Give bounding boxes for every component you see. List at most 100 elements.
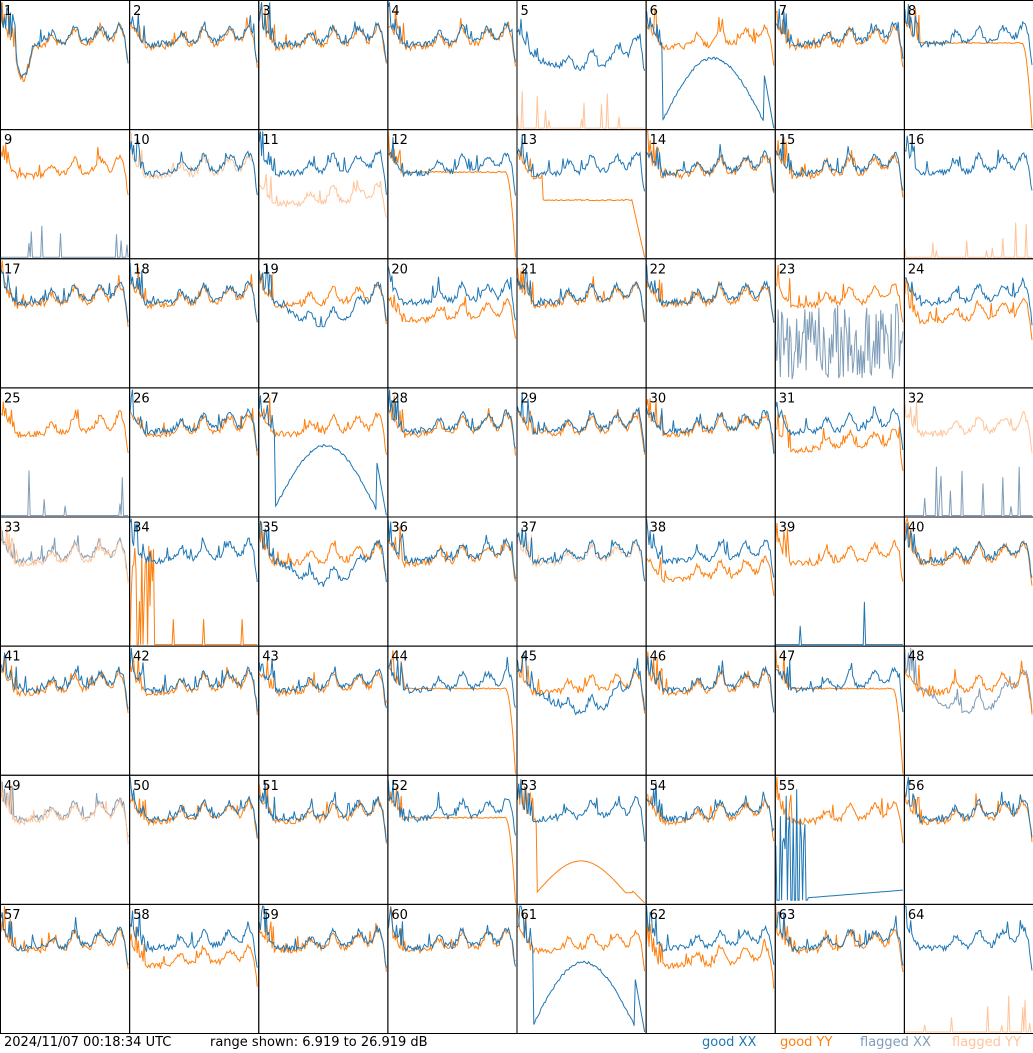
panel-8: 8 (903, 0, 1033, 131)
panel-label: 2 (133, 4, 141, 19)
panel-5: 5 (516, 0, 647, 131)
panel-border (387, 0, 518, 131)
panel-35: 35 (258, 516, 389, 647)
panel-19: 19 (258, 258, 389, 389)
panel-border (516, 129, 647, 260)
panel-border (0, 774, 131, 905)
series-xx-good-14 (646, 143, 775, 192)
panel-label: 53 (521, 779, 538, 794)
series-yy-flagged-5 (517, 91, 645, 129)
series-yy-good-44 (388, 650, 516, 774)
panel-border (516, 903, 647, 1034)
panel-label: 52 (391, 779, 408, 794)
series-xx-good-59 (258, 905, 387, 968)
panel-48: 48 (903, 645, 1033, 776)
panel-border (774, 516, 905, 647)
panel-border (774, 903, 905, 1034)
legend-good-yy: good YY (780, 1035, 833, 1050)
series-yy-good-7 (775, 10, 904, 68)
series-yy-good-15 (775, 136, 904, 198)
series-xx-good-36 (387, 520, 516, 580)
panel-label: 60 (391, 908, 408, 923)
panel-border (258, 129, 389, 260)
series-yy-good-60 (387, 906, 516, 962)
panel-label: 59 (262, 908, 279, 923)
series-xx-good-57 (0, 912, 129, 966)
panel-label: 62 (650, 908, 667, 923)
panel-label: 6 (650, 4, 658, 19)
panel-40: 40 (903, 516, 1033, 647)
panel-9: 9 (0, 129, 131, 260)
series-yy-good-50 (129, 797, 258, 840)
series-xx-good-13 (517, 134, 646, 192)
panel-10: 10 (129, 129, 260, 260)
series-xx-good-22 (646, 264, 775, 323)
series-yy-good-27 (258, 397, 387, 455)
series-yy-good-6 (646, 8, 775, 66)
series-yy-good-35 (258, 521, 387, 576)
panel-45: 45 (516, 645, 647, 776)
series-xx-flagged-9 (1, 225, 129, 258)
series-xx-good-38 (646, 518, 775, 578)
panel-12: 12 (387, 129, 518, 260)
series-yy-good-30 (646, 398, 775, 454)
series-xx-flagged-25 (1, 470, 129, 516)
panel-border (645, 387, 776, 518)
panel-25: 25 (0, 387, 131, 518)
series-xx-good-28 (387, 389, 516, 449)
series-yy-good-12 (387, 131, 516, 258)
series-yy-good-3 (258, 2, 387, 64)
panel-label: 5 (521, 4, 529, 19)
panel-55: 55 (774, 774, 905, 905)
panel-label: 27 (262, 391, 279, 406)
panel-label: 24 (908, 262, 925, 277)
series-yy-flagged-33 (0, 525, 129, 584)
panel-51: 51 (258, 774, 389, 905)
panel-border (0, 258, 131, 389)
panel-label: 56 (908, 779, 925, 794)
panel-label: 61 (521, 908, 538, 923)
panel-13: 13 (516, 129, 647, 260)
series-xx-good-7 (775, 8, 904, 59)
series-yy-good-25 (0, 401, 129, 454)
panel-label: 14 (650, 133, 667, 148)
series-yy-flagged-64 (904, 995, 1032, 1033)
series-yy-flagged-49 (0, 779, 129, 845)
series-xx-good-62 (646, 906, 775, 965)
panel-border (387, 645, 518, 776)
series-xx-good-51 (258, 781, 387, 842)
panel-label: 30 (650, 391, 667, 406)
panel-border (129, 387, 260, 518)
series-yy-good-62 (646, 922, 775, 989)
series-xx-flagged-33 (0, 530, 129, 582)
series-yy-good-28 (387, 395, 516, 456)
series-yy-good-47 (775, 650, 904, 774)
series-xx-good-64 (904, 905, 1033, 971)
series-yy-good-38 (646, 555, 775, 596)
series-xx-good-15 (775, 138, 904, 191)
panel-label: 11 (262, 133, 279, 148)
panel-border (258, 774, 389, 905)
panel-border (516, 645, 647, 776)
series-xx-good-18 (129, 262, 258, 322)
series-xx-flagged-48 (904, 647, 1033, 715)
panel-label: 29 (521, 391, 538, 406)
series-xx-good-39 (775, 601, 903, 646)
panel-border (0, 387, 131, 518)
series-yy-good-61 (517, 908, 646, 972)
panel-border (129, 903, 260, 1034)
panel-label: 12 (391, 133, 408, 148)
panel-16: 16 (903, 129, 1033, 260)
series-xx-good-44 (388, 656, 516, 708)
series-xx-good-10 (129, 138, 258, 196)
panel-24: 24 (903, 258, 1033, 389)
panel-border (516, 387, 647, 518)
panel-border (903, 387, 1033, 518)
panel-border (129, 258, 260, 389)
panel-border (129, 774, 260, 905)
panel-border (774, 129, 905, 260)
panel-border (774, 645, 905, 776)
series-xx-good-47 (775, 659, 904, 712)
series-xx-good-35 (258, 520, 387, 587)
